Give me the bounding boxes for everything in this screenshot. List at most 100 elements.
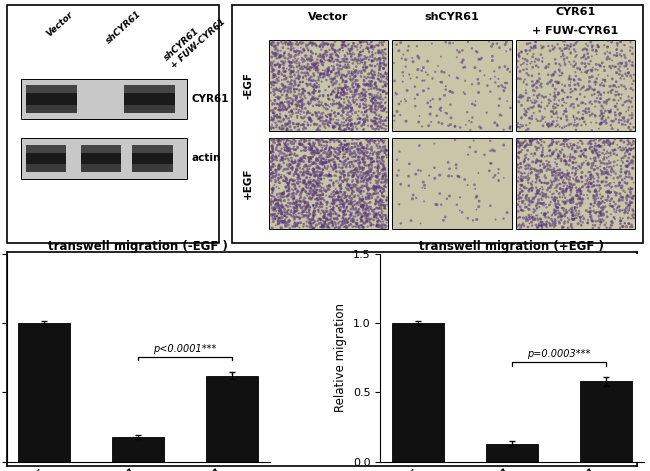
Point [548, 219, 558, 226]
Point [351, 90, 361, 98]
Point [291, 101, 301, 108]
Point [372, 42, 383, 49]
Point [311, 60, 321, 68]
Point [588, 182, 599, 189]
Point [548, 138, 558, 146]
Point [354, 94, 364, 102]
Point [339, 211, 349, 219]
Point [358, 144, 369, 151]
Point [362, 211, 372, 219]
Point [374, 164, 384, 171]
Point [325, 209, 335, 217]
Point [514, 198, 525, 205]
Point [571, 214, 582, 222]
Point [311, 64, 322, 72]
Point [536, 221, 546, 229]
Point [268, 161, 278, 168]
Point [333, 67, 344, 74]
Point [376, 71, 386, 78]
Point [293, 171, 304, 179]
Point [302, 211, 313, 219]
Point [530, 193, 540, 201]
Point [302, 168, 312, 175]
Point [364, 175, 374, 183]
Point [291, 166, 302, 174]
Point [527, 53, 538, 61]
Point [287, 63, 297, 70]
Point [365, 53, 376, 60]
Point [296, 194, 306, 201]
Point [562, 171, 572, 179]
Point [556, 53, 566, 61]
Point [552, 181, 562, 189]
Point [364, 78, 374, 85]
Point [584, 168, 594, 176]
Point [597, 114, 608, 122]
Point [272, 114, 283, 122]
Point [361, 169, 371, 177]
Point [600, 203, 610, 211]
Point [279, 76, 289, 83]
Point [533, 216, 543, 224]
Point [332, 78, 342, 85]
Point [552, 150, 563, 158]
Point [552, 153, 563, 160]
Point [348, 75, 358, 83]
Point [318, 109, 329, 116]
Point [322, 114, 333, 121]
Point [603, 114, 614, 122]
Point [283, 45, 293, 52]
Point [352, 136, 362, 143]
Point [283, 192, 293, 199]
Point [306, 178, 316, 186]
Point [550, 68, 560, 76]
Point [289, 190, 299, 197]
Point [380, 180, 391, 188]
Point [295, 78, 306, 86]
Point [337, 201, 348, 208]
Point [356, 96, 366, 104]
Point [537, 152, 547, 159]
Point [437, 79, 447, 86]
Point [580, 172, 591, 180]
Point [380, 205, 391, 212]
Point [369, 139, 380, 147]
Point [586, 176, 597, 183]
Point [582, 161, 593, 169]
Point [543, 123, 554, 131]
Point [581, 179, 592, 187]
Point [590, 146, 601, 153]
Point [296, 204, 306, 211]
Point [620, 54, 630, 61]
Point [339, 89, 349, 97]
Point [357, 109, 367, 116]
Point [558, 88, 568, 95]
Point [535, 190, 545, 198]
Point [394, 201, 404, 208]
Point [378, 78, 389, 86]
Point [571, 177, 581, 185]
Point [576, 173, 586, 181]
Point [330, 172, 340, 179]
Point [322, 198, 333, 205]
Point [413, 166, 424, 174]
Point [295, 175, 306, 183]
Point [325, 51, 335, 58]
Point [568, 114, 578, 122]
Point [333, 212, 343, 219]
Point [346, 158, 357, 166]
Point [317, 207, 327, 214]
Point [299, 57, 309, 65]
Point [378, 87, 389, 94]
Point [364, 169, 374, 177]
Point [314, 164, 324, 171]
Point [362, 149, 372, 157]
Point [336, 185, 346, 192]
Point [350, 191, 361, 199]
Point [590, 187, 600, 195]
Point [279, 85, 289, 92]
Point [322, 69, 332, 76]
Point [364, 192, 374, 200]
Point [521, 122, 532, 129]
Point [526, 181, 537, 189]
